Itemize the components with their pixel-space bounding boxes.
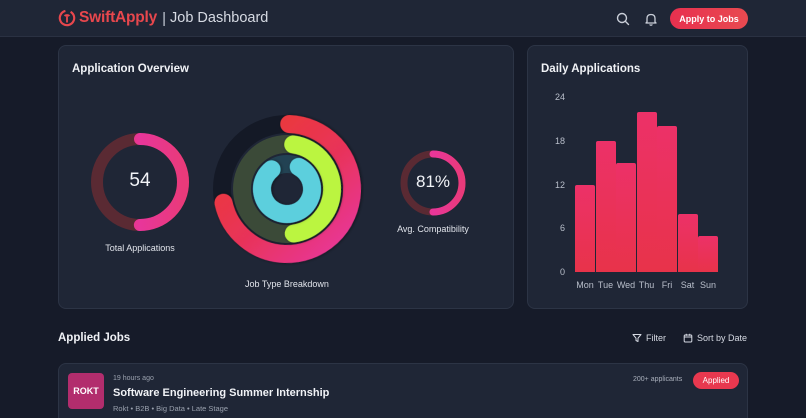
calendar-icon: [683, 333, 693, 343]
job-meta-tags: Rokt • B2B • Big Data • Late Stage: [113, 404, 229, 413]
bar-sun[interactable]: [698, 235, 718, 272]
sort-by-date-label: Sort by Date: [697, 333, 748, 343]
job-status-badge: Applied: [693, 372, 739, 389]
total-applications-label: Total Applications: [105, 243, 175, 253]
swiftapply-logo-icon: [58, 9, 76, 27]
y-axis-tick-label: 12: [554, 179, 565, 190]
job-type-breakdown-label: Job Type Breakdown: [245, 279, 329, 289]
y-axis-tick-label: 24: [554, 92, 565, 102]
filter-label: Filter: [646, 333, 666, 343]
x-axis-tick-label: Wed: [616, 280, 636, 290]
brand[interactable]: SwiftApply | Job Dashboard: [58, 8, 268, 28]
total-applications-value: 54: [129, 170, 151, 191]
job-posted-time: 19 hours ago: [113, 375, 154, 382]
company-logo: ROKT: [68, 373, 104, 409]
x-axis-tick-label: Sun: [699, 280, 716, 290]
job-type-breakdown-rings: [213, 115, 361, 263]
daily-applications-card: Daily Applications 0 6 12 18 24 Mon Tue Wed Thu F…: [527, 45, 748, 309]
daily-applications-title: Daily Applications: [541, 63, 641, 75]
y-axis-tick-label: 6: [559, 223, 565, 234]
avg-compatibility-label: Avg. Compatibility: [397, 224, 469, 234]
top-nav-bar: SwiftApply | Job Dashboard Apply to Jobs: [0, 0, 806, 37]
x-axis-tick-label: Fri: [661, 280, 673, 290]
filter-icon: [632, 334, 642, 342]
application-overview-title: Application Overview: [72, 63, 189, 75]
bar-sat[interactable]: [677, 213, 698, 272]
bell-icon[interactable]: [643, 11, 659, 27]
brand-name: SwiftApply: [79, 9, 158, 26]
bar-tue[interactable]: [595, 140, 616, 272]
x-axis-tick-label: Sat: [680, 280, 695, 290]
bar-thu[interactable]: [636, 111, 657, 272]
applied-jobs-title: Applied Jobs: [58, 332, 131, 344]
avg-compatibility-value: 81%: [415, 172, 451, 191]
daily-applications-chart: 0 6 12 18 24 Mon Tue Wed Thu Fri Sat Sun: [528, 46, 749, 310]
job-title[interactable]: Software Engineering Summer Internship: [113, 387, 330, 399]
brand-separator: |: [162, 9, 166, 27]
bar-mon[interactable]: [575, 184, 595, 272]
apply-to-jobs-button[interactable]: Apply to Jobs: [670, 8, 748, 29]
application-overview-card: Application Overview 54 Total Applicatio…: [58, 45, 514, 309]
y-axis-tick-label: 0: [559, 267, 565, 277]
page-title: Job Dashboard: [170, 10, 269, 26]
x-axis-tick-label: Thu: [638, 280, 655, 290]
total-applications-ring: [91, 133, 189, 231]
filter-button[interactable]: Filter: [632, 333, 666, 343]
sort-by-date-button[interactable]: Sort by Date: [683, 333, 747, 343]
search-icon[interactable]: [615, 11, 631, 27]
avg-compatibility-ring: [400, 150, 466, 216]
bar-fri[interactable]: [657, 126, 677, 272]
bar-wed[interactable]: [616, 162, 636, 272]
job-list-item[interactable]: ROKT 19 hours ago Software Engineering S…: [58, 363, 748, 418]
job-applicant-count: 200+ applicants: [633, 376, 683, 383]
x-axis-tick-label: Tue: [597, 280, 614, 290]
x-axis-tick-label: Mon: [576, 280, 594, 290]
y-axis-tick-label: 18: [554, 135, 565, 146]
